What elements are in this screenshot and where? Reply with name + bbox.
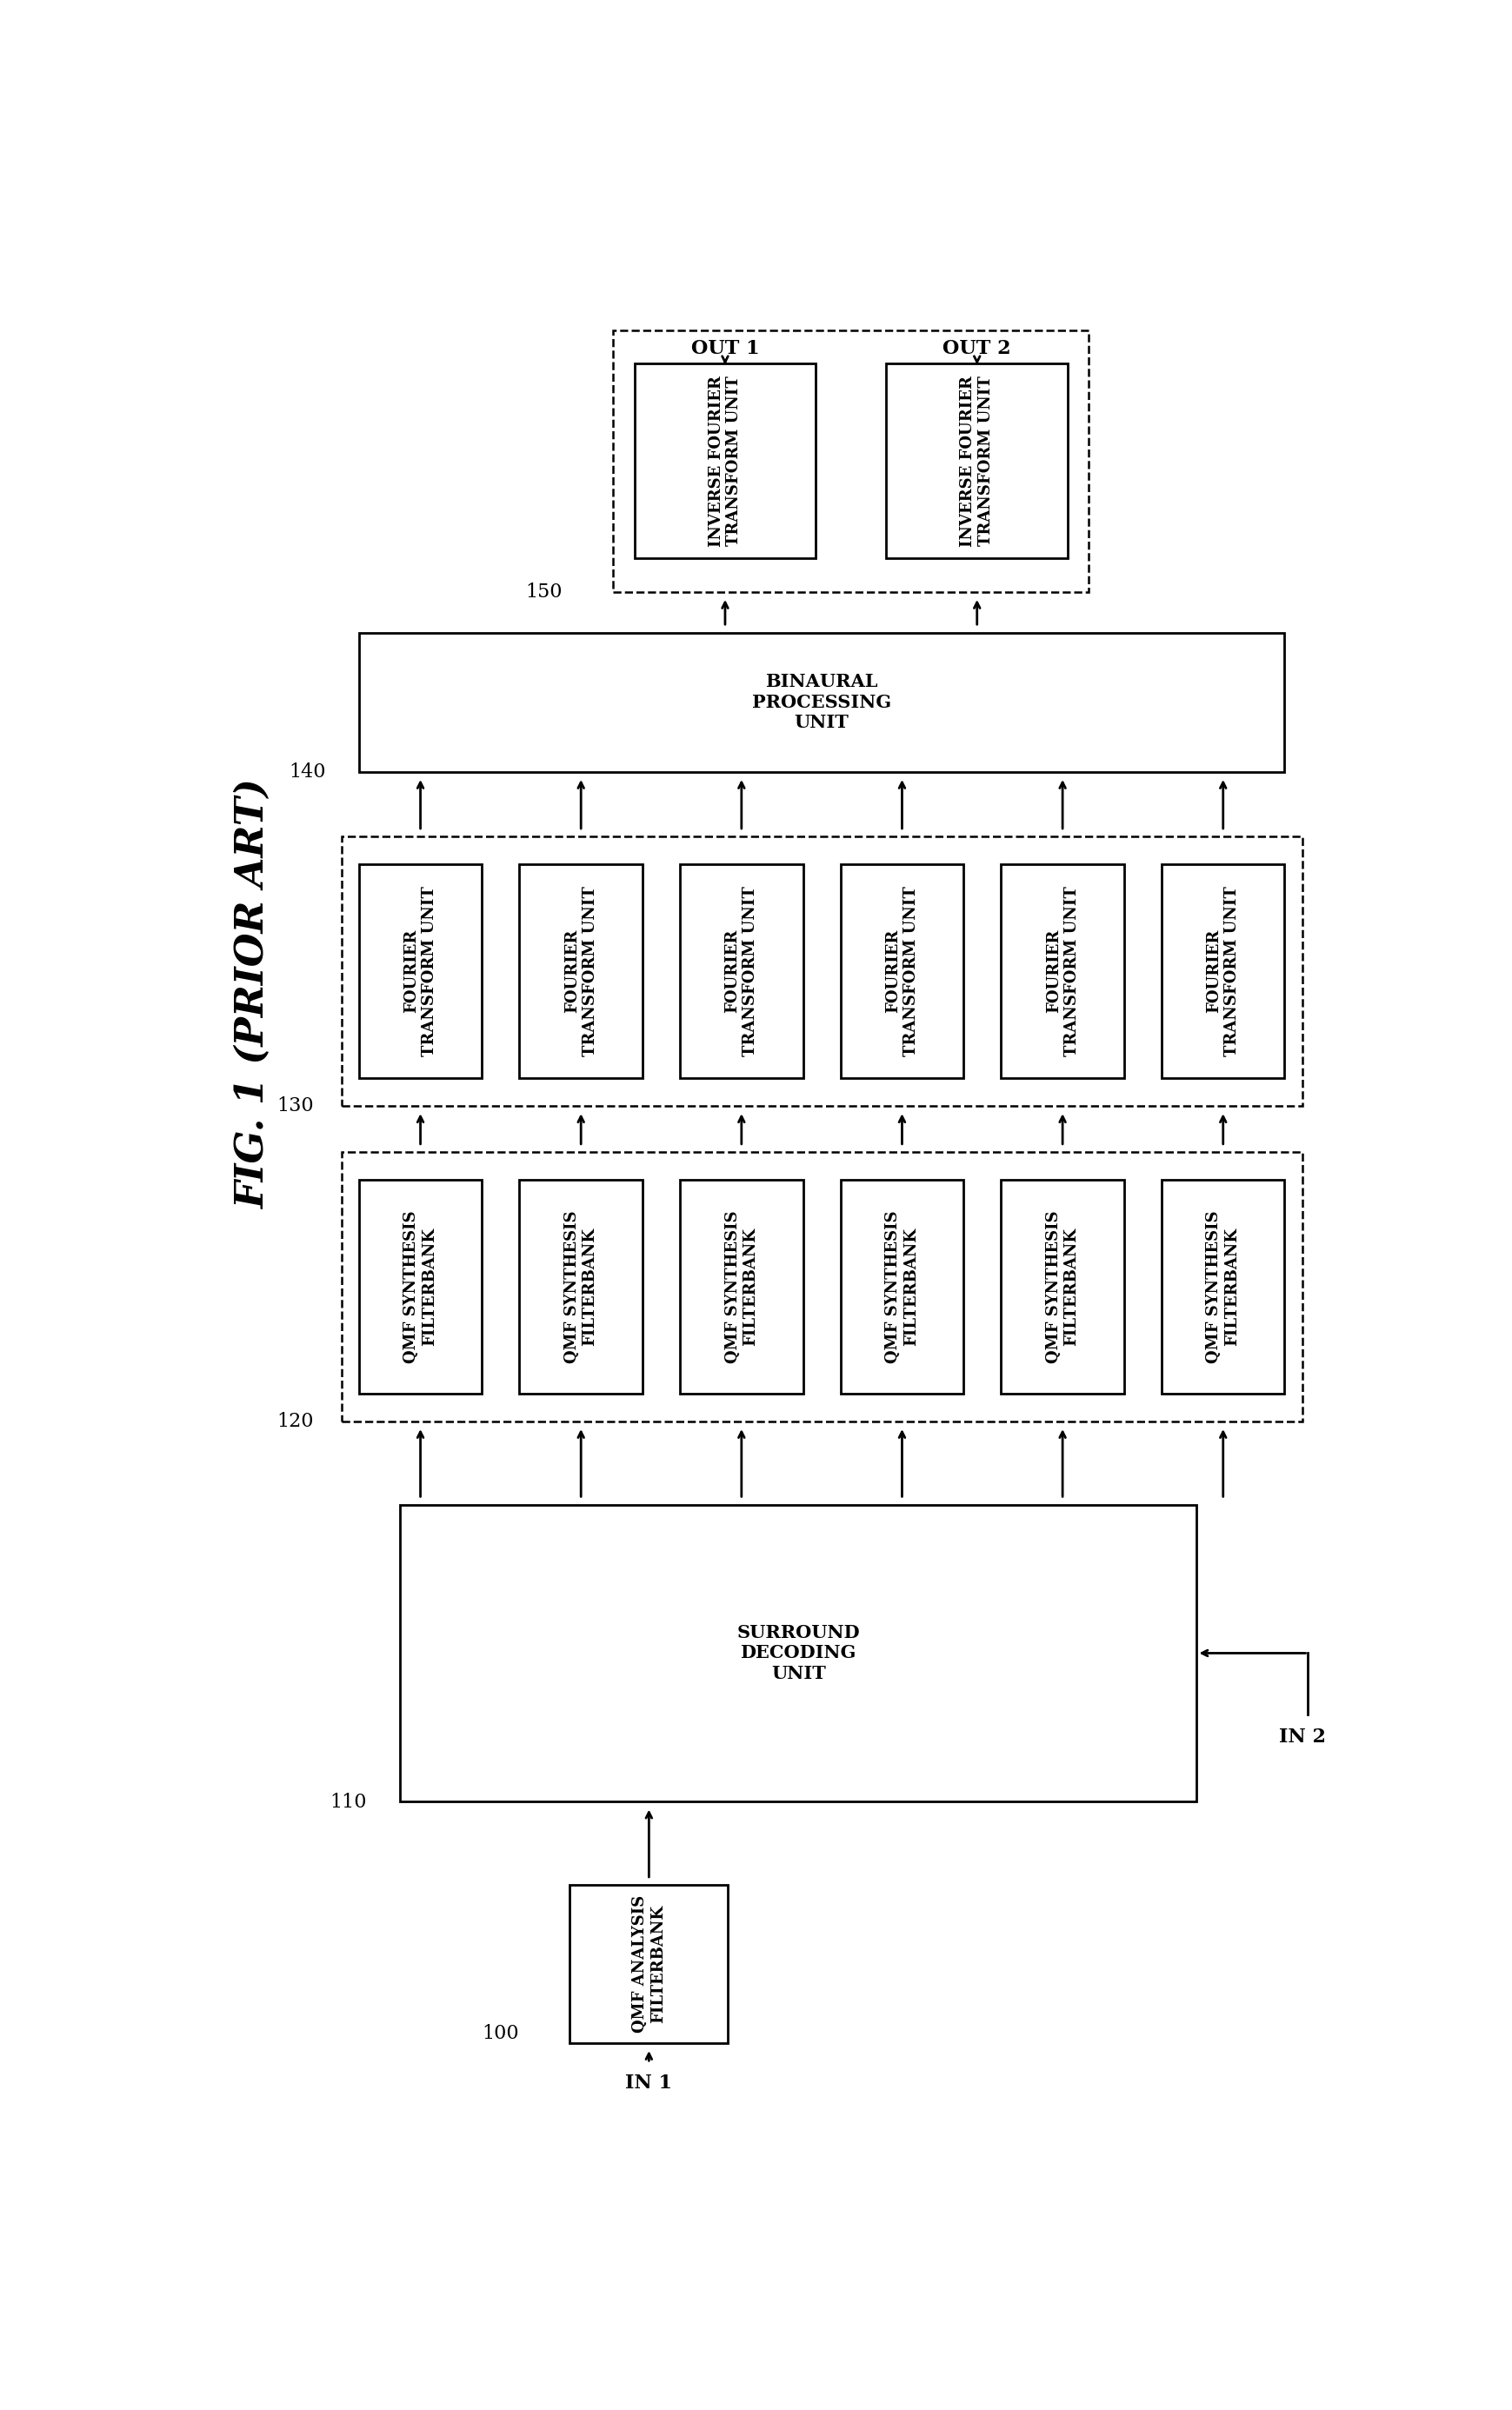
- Text: FOURIER
TRANSFORM UNIT: FOURIER TRANSFORM UNIT: [724, 887, 759, 1056]
- Text: QMF SYNTHESIS
FILTERBANK: QMF SYNTHESIS FILTERBANK: [885, 1210, 919, 1364]
- Text: BINAURAL
PROCESSING
UNIT: BINAURAL PROCESSING UNIT: [751, 672, 892, 730]
- Bar: [614, 330, 1089, 593]
- Bar: [358, 631, 1285, 771]
- Text: INVERSE FOURIER
TRANSFORM UNIT: INVERSE FOURIER TRANSFORM UNIT: [708, 376, 742, 547]
- Bar: [635, 364, 816, 559]
- Text: FOURIER
TRANSFORM UNIT: FOURIER TRANSFORM UNIT: [1207, 887, 1240, 1056]
- Bar: [399, 1504, 1198, 1803]
- Bar: [358, 1181, 482, 1393]
- Text: 150: 150: [525, 583, 562, 602]
- Bar: [520, 1181, 643, 1393]
- Bar: [342, 836, 1302, 1106]
- Text: SURROUND
DECODING
UNIT: SURROUND DECODING UNIT: [736, 1624, 860, 1682]
- Bar: [570, 1885, 729, 2044]
- Text: FOURIER
TRANSFORM UNIT: FOURIER TRANSFORM UNIT: [1046, 887, 1080, 1056]
- Text: FOURIER
TRANSFORM UNIT: FOURIER TRANSFORM UNIT: [885, 887, 919, 1056]
- Text: QMF SYNTHESIS
FILTERBANK: QMF SYNTHESIS FILTERBANK: [564, 1210, 597, 1364]
- Bar: [358, 865, 482, 1077]
- Text: QMF SYNTHESIS
FILTERBANK: QMF SYNTHESIS FILTERBANK: [404, 1210, 437, 1364]
- Text: OUT 1: OUT 1: [691, 340, 759, 357]
- Bar: [1161, 1181, 1285, 1393]
- Text: QMF SYNTHESIS
FILTERBANK: QMF SYNTHESIS FILTERBANK: [1207, 1210, 1240, 1364]
- Bar: [342, 1152, 1302, 1422]
- Bar: [1161, 865, 1285, 1077]
- Bar: [886, 364, 1067, 559]
- Text: FOURIER
TRANSFORM UNIT: FOURIER TRANSFORM UNIT: [404, 887, 437, 1056]
- Bar: [680, 865, 803, 1077]
- Text: INVERSE FOURIER
TRANSFORM UNIT: INVERSE FOURIER TRANSFORM UNIT: [960, 376, 993, 547]
- Text: FOURIER
TRANSFORM UNIT: FOURIER TRANSFORM UNIT: [564, 887, 597, 1056]
- Text: OUT 2: OUT 2: [943, 340, 1012, 357]
- Bar: [1001, 1181, 1123, 1393]
- Text: IN 2: IN 2: [1279, 1728, 1326, 1747]
- Text: QMF SYNTHESIS
FILTERBANK: QMF SYNTHESIS FILTERBANK: [724, 1210, 759, 1364]
- Text: QMF SYNTHESIS
FILTERBANK: QMF SYNTHESIS FILTERBANK: [1046, 1210, 1080, 1364]
- Text: 110: 110: [330, 1793, 366, 1812]
- Text: IN 1: IN 1: [626, 2075, 673, 2092]
- Text: 140: 140: [289, 762, 325, 781]
- Text: QMF ANALYSIS
FILTERBANK: QMF ANALYSIS FILTERBANK: [632, 1894, 665, 2032]
- Text: 130: 130: [277, 1097, 314, 1116]
- Text: 120: 120: [277, 1412, 314, 1432]
- Bar: [520, 865, 643, 1077]
- Text: FIG. 1 (PRIOR ART): FIG. 1 (PRIOR ART): [234, 778, 272, 1210]
- Bar: [841, 865, 963, 1077]
- Bar: [841, 1181, 963, 1393]
- Bar: [1001, 865, 1123, 1077]
- Bar: [680, 1181, 803, 1393]
- Text: 100: 100: [482, 2024, 519, 2044]
